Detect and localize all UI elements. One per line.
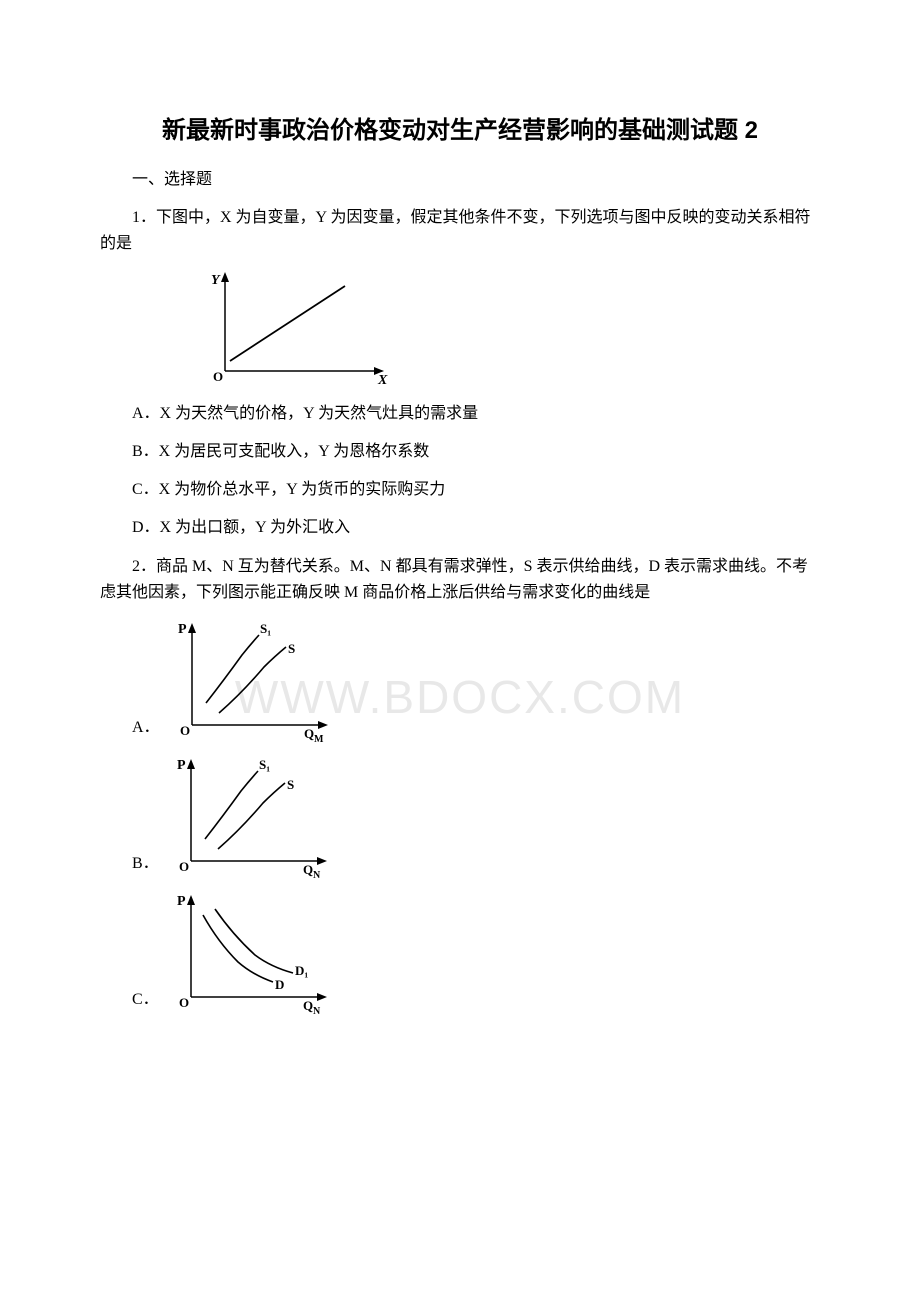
q1-option-c: C．X 为物价总水平，Y 为货币的实际购买力 (100, 478, 820, 502)
q1-option-a: A．X 为天然气的价格，Y 为天然气灶具的需求量 (100, 402, 820, 426)
origin-label: O (213, 369, 223, 384)
page-title: 新最新时事政治价格变动对生产经营影响的基础测试题 2 (100, 110, 820, 145)
chart-a-p-label: P (178, 622, 187, 637)
q2-chart-c: P D₁ D O Q N (163, 887, 343, 1017)
q2-option-b-row: B． P S₁ S O Q N (100, 751, 820, 881)
q2-chart-b: P S₁ S O Q N (163, 751, 343, 881)
chart-b-p-label: P (177, 758, 186, 773)
q2-chart-a: P S₁ S O Q M (164, 615, 344, 745)
chart-a-s-label: S (288, 641, 295, 656)
section-header: 一、选择题 (100, 165, 820, 189)
q2-option-c-row: C． P D₁ D O Q N (100, 887, 820, 1017)
chart-b-q-label: Q (303, 862, 313, 877)
q1-chart: Y X O (200, 266, 820, 386)
y-axis-label: Y (211, 273, 221, 288)
chart-c-d1-label: D₁ (295, 963, 308, 978)
chart-b-q-sub: N (313, 870, 321, 881)
q1-line-chart: Y X O (200, 266, 400, 386)
x-axis-label: X (377, 373, 388, 386)
question-2-text: 2．商品 M、N 互为替代关系。M、N 都具有需求弹性，S 表示供给曲线，D 表… (100, 554, 820, 605)
chart-c-p-label: P (177, 894, 186, 909)
chart-b-s1-label: S₁ (259, 757, 270, 772)
chart-a-q-sub: M (314, 734, 324, 745)
chart-c-d-label: D (275, 977, 284, 992)
chart-b-origin: O (179, 859, 189, 874)
chart-a-s1-label: S₁ (260, 621, 271, 636)
q2-option-a-label: A． (100, 713, 160, 745)
chart-a-q-label: Q (304, 726, 314, 741)
q2-option-b-label: B． (100, 849, 159, 881)
q1-option-d: D．X 为出口额，Y 为外汇收入 (100, 516, 820, 540)
chart-a-origin: O (180, 723, 190, 738)
q2-option-c-label: C． (100, 985, 159, 1017)
q2-option-a-row: A． P S₁ S O Q M (100, 615, 820, 745)
chart-c-q-sub: N (313, 1006, 321, 1017)
q1-option-b: B．X 为居民可支配收入，Y 为恩格尔系数 (100, 440, 820, 464)
chart-c-origin: O (179, 995, 189, 1010)
chart-b-s-label: S (287, 777, 294, 792)
question-1-text: 1．下图中，X 为自变量，Y 为因变量，假定其他条件不变，下列选项与图中反映的变… (100, 205, 820, 256)
chart-c-q-label: Q (303, 998, 313, 1013)
